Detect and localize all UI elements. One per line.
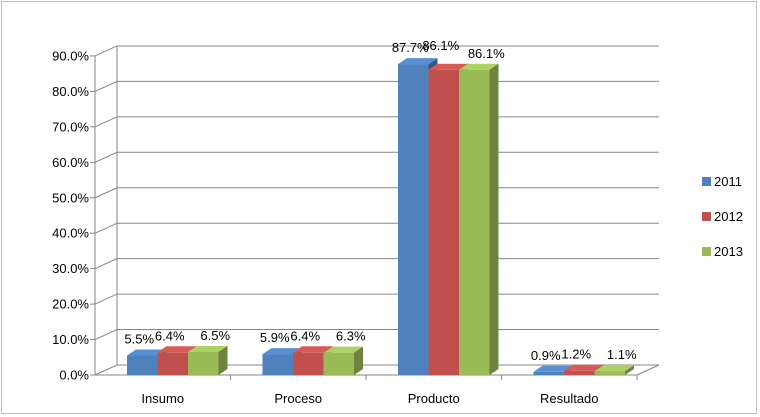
bar <box>428 69 459 375</box>
y-tick-label: 90.0% <box>52 48 89 63</box>
x-tick-label: Proceso <box>274 391 322 406</box>
bar-top <box>459 63 499 70</box>
y-axis-ticks: 0.0% 10.0% 20.0% 30.0% 40.0% 50.0% 60.0% 70.0% 8… <box>52 48 95 383</box>
legend-swatch <box>702 212 711 221</box>
gridline <box>94 222 659 234</box>
bar-top <box>564 364 604 371</box>
y-tick-label: 70.0% <box>52 119 89 134</box>
y-tick-label: 80.0% <box>52 84 89 99</box>
gridlines <box>94 45 659 376</box>
bar <box>293 352 324 375</box>
bar <box>157 352 188 375</box>
y-tick-label: 30.0% <box>52 261 89 276</box>
legend-label: 2011 <box>714 174 742 189</box>
bar <box>594 371 625 375</box>
bar <box>564 370 595 375</box>
bar-top <box>323 346 363 353</box>
data-label: 86.1% <box>468 46 505 61</box>
bar-side <box>218 345 228 375</box>
bar <box>188 351 219 375</box>
data-label: 6.4% <box>155 328 185 343</box>
bar-top <box>398 58 438 65</box>
y-tick-label: 40.0% <box>52 226 89 241</box>
gridline <box>94 45 659 57</box>
gridline <box>94 80 659 92</box>
legend: 2011 2012 2013 <box>702 174 743 259</box>
data-label: 5.9% <box>260 330 290 345</box>
data-label: 1.1% <box>607 347 637 362</box>
bar-top <box>428 63 468 70</box>
data-label: 6.5% <box>200 328 230 343</box>
bar-top <box>262 348 302 355</box>
x-tick-label: Resultado <box>540 391 599 406</box>
data-label: 0.9% <box>531 348 561 363</box>
bars <box>127 58 634 375</box>
gridline <box>94 258 659 270</box>
y-tick-label: 10.0% <box>52 332 89 347</box>
bar-top <box>594 365 634 372</box>
x-tick-label: Insumo <box>141 391 184 406</box>
legend-swatch <box>702 177 711 186</box>
bar <box>533 371 564 375</box>
bar <box>323 352 354 375</box>
bar-top <box>188 345 228 352</box>
y-tick-label: 60.0% <box>52 155 89 170</box>
y-tick-label: 50.0% <box>52 190 89 205</box>
data-label: 6.4% <box>290 328 320 343</box>
bar <box>398 64 429 375</box>
legend-label: 2012 <box>714 209 743 224</box>
bar-top <box>157 346 197 353</box>
bar-side <box>354 346 363 375</box>
data-label: 6.3% <box>336 329 366 344</box>
data-label: 87.7% <box>392 40 429 55</box>
x-tick-label: Producto <box>408 391 460 406</box>
chart-walls <box>94 45 660 376</box>
legend-swatch <box>702 247 711 256</box>
gridline <box>94 151 659 163</box>
bar-top <box>533 365 573 372</box>
bar <box>459 69 490 375</box>
bar-top <box>293 346 333 353</box>
legend-label: 2013 <box>714 244 743 259</box>
bar <box>127 355 158 375</box>
bar-side <box>625 365 634 375</box>
y-tick-label: 20.0% <box>52 297 89 312</box>
data-label: 86.1% <box>422 38 459 53</box>
gridline <box>94 293 659 305</box>
bar-top <box>127 349 167 356</box>
data-labels: 5.5% 6.4% 6.5% 5.9% 6.4% 6.3%87.7%86.1%86.1%0… <box>124 38 637 363</box>
y-tick-label: 0.0% <box>59 368 89 383</box>
x-axis-ticks: Insumo Proceso Producto Resultado <box>141 375 638 406</box>
gridline <box>94 116 659 128</box>
data-label: 1.2% <box>561 347 591 362</box>
gridline <box>94 187 659 199</box>
floor-right-edge <box>636 364 660 376</box>
bar-side <box>489 63 499 375</box>
bar <box>262 354 293 375</box>
data-label: 5.5% <box>124 332 154 347</box>
